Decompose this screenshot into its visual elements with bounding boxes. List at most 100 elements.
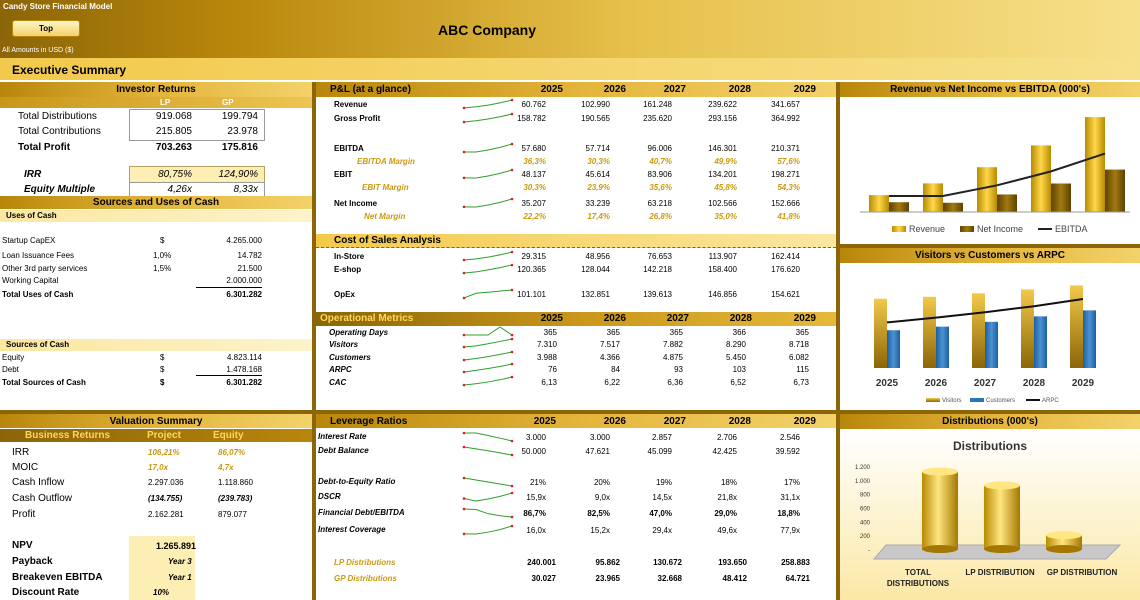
- ir-gp: 175.816: [221, 142, 258, 153]
- gp-dist-cell: 64.721: [785, 574, 810, 583]
- gp-dist-label: GP Distributions: [334, 574, 397, 583]
- cos-row-label: In-Store: [334, 252, 365, 261]
- src-pct: $: [160, 353, 165, 362]
- ops-year: 2029: [793, 313, 816, 324]
- val-equity: 4,7x: [218, 463, 234, 472]
- val-equity: 86,07%: [218, 448, 246, 457]
- sparkline-path: [463, 198, 513, 208]
- cos-cell: 142.218: [643, 265, 672, 274]
- sparkline-path: [463, 113, 513, 123]
- val-equity: 1.118.860: [218, 478, 253, 487]
- cos-cell: 158.400: [708, 265, 737, 274]
- val-col-equity: Equity: [213, 430, 244, 441]
- ops-year: 2027: [666, 313, 689, 324]
- uses-pct: $: [160, 236, 165, 245]
- legend-customers: Customers: [986, 398, 1015, 404]
- sparkline-end-point: [462, 497, 466, 500]
- val-project: 2.297.036: [148, 478, 184, 487]
- irr-label: IRR: [24, 169, 42, 180]
- sparkline: [462, 197, 514, 209]
- lev-cell: 47.621: [585, 447, 610, 456]
- payback-label: Payback: [12, 556, 53, 567]
- lev-year: 2028: [728, 416, 751, 427]
- pl-cell: 41,8%: [777, 212, 800, 221]
- lev-row-label: Interest Rate: [318, 432, 367, 441]
- sparkline-end-point: [462, 271, 466, 275]
- x-category-label: GP DISTRIBUTION: [1047, 568, 1118, 577]
- sparkline-end-point: [462, 176, 466, 180]
- pl-cell: 23,9%: [587, 183, 610, 192]
- lp-dist-cell: 193.650: [718, 558, 747, 567]
- cos-cell: 132.851: [581, 290, 610, 299]
- lev-cell: 3.000: [525, 433, 546, 442]
- ops-row-label: CAC: [329, 378, 347, 387]
- y-tick-label: 200: [860, 534, 871, 540]
- legend-revenue: Revenue: [909, 224, 945, 234]
- val-project: 106,21%: [148, 448, 180, 457]
- ops-cell: 366: [732, 328, 746, 337]
- lev-cell: 2.546: [779, 433, 800, 442]
- customers-bar: [887, 330, 900, 368]
- cos-cell: 101.101: [517, 290, 546, 299]
- src-total-label: Total Sources of Cash: [2, 378, 86, 387]
- lev-row-label: Debt Balance: [318, 446, 369, 455]
- top-banner: Candy Store Financial Model Top ABC Comp…: [0, 0, 1140, 58]
- customers-bar: [1083, 310, 1096, 368]
- investor-returns-header: Investor Returns: [0, 82, 312, 97]
- sparkline-path: [463, 492, 513, 502]
- sources-uses-header: Sources and Uses of Cash: [0, 196, 312, 209]
- pl-cell: 60.762: [521, 100, 546, 109]
- sparkline: [462, 168, 514, 180]
- ops-cell: 365: [606, 328, 620, 337]
- ops-cell: 115: [796, 365, 809, 374]
- divider: [840, 244, 1140, 248]
- y-tick-label: 1.200: [855, 465, 871, 471]
- cos-cell: 113.907: [708, 252, 737, 261]
- sparkline-end-point: [462, 150, 466, 154]
- pl-year: 2029: [793, 84, 816, 95]
- rev-chart-title: Revenue vs Net Income vs EBITDA (000's): [890, 84, 1090, 95]
- pl-cell: 161.248: [643, 100, 672, 109]
- sparkline-path: [463, 351, 513, 361]
- y-tick-label: -: [868, 548, 870, 554]
- sparkline-end-point: [462, 383, 466, 387]
- val-project: (134.755): [148, 494, 183, 503]
- pl-cell: 35.207: [521, 199, 546, 208]
- pl-cell: 134.201: [708, 170, 737, 179]
- col-gp: GP: [222, 98, 234, 107]
- sparkline-end-point: [462, 445, 466, 449]
- ir-label: Total Distributions: [18, 111, 97, 122]
- pl-row-label: EBIT Margin: [362, 183, 409, 192]
- legend-net-income-swatch: [960, 226, 974, 232]
- ops-year: 2028: [729, 313, 752, 324]
- distribution-bar-top: [984, 481, 1020, 490]
- sparkline-end-point: [510, 524, 514, 528]
- lp-dist-label: LP Distributions: [334, 558, 396, 567]
- x-tick-label: 2027: [974, 378, 997, 389]
- uses-label: Other 3rd party services: [2, 264, 88, 273]
- visitors-bar: [923, 296, 936, 368]
- be-value: Year 1: [168, 573, 192, 582]
- valuation-title: Valuation Summary: [109, 415, 203, 427]
- sparkline: [462, 524, 514, 536]
- ops-cell: 93: [674, 365, 683, 374]
- gp-dist-cell: 32.668: [657, 574, 682, 583]
- pl-cell: 48.137: [521, 170, 546, 179]
- cos-cell: 154.621: [771, 290, 800, 299]
- legend-arpc: ARPC: [1042, 398, 1059, 404]
- lev-year: 2026: [603, 416, 626, 427]
- arpc-line: [886, 298, 1084, 324]
- top-button[interactable]: Top: [12, 20, 80, 37]
- sparkline-end-point: [462, 205, 466, 209]
- lev-cell: 82,5%: [587, 509, 610, 518]
- revenue-bar: [977, 167, 997, 212]
- ops-cell: 365: [543, 328, 557, 337]
- sparkline-end-point: [462, 370, 466, 374]
- lev-row-label: Debt-to-Equity Ratio: [318, 477, 396, 486]
- ir-label: Total Profit: [18, 142, 71, 153]
- lev-row-label: DSCR: [318, 492, 341, 501]
- net-income-bar: [1051, 183, 1071, 212]
- pl-row-label: Net Margin: [364, 212, 406, 221]
- lev-cell: 29,4x: [652, 526, 672, 535]
- uses-value: 14.782: [237, 251, 262, 260]
